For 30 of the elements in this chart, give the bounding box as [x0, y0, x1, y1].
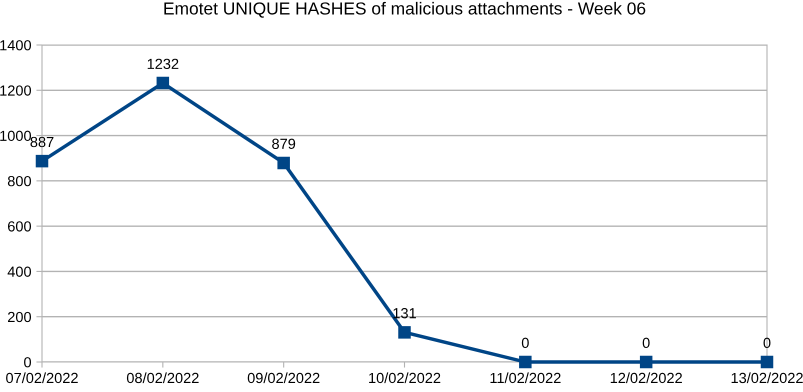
data-label: 887	[30, 136, 54, 148]
data-label: 131	[393, 308, 416, 318]
x-tick-label: 11/02/2022	[490, 372, 561, 384]
point	[398, 326, 411, 339]
y-tick-label: 200	[8, 312, 32, 322]
x-tick-label: 08/02/2022	[126, 372, 199, 384]
y-tick-label: 1400	[0, 40, 32, 50]
y-tick-label: 600	[8, 221, 32, 232]
data-label: 0	[764, 338, 770, 348]
point	[156, 76, 170, 90]
y-tick-label: 0	[24, 357, 32, 368]
chart-title: Emotet UNIQUE HASHES of malicious attachments - Week 06	[164, 2, 646, 18]
x-tick-label: 12/02/2022	[610, 372, 682, 384]
data-label: 1232	[148, 58, 178, 70]
data-label: 0	[642, 338, 650, 348]
x-tick-label: 13/02/2022	[732, 372, 803, 384]
point	[277, 156, 290, 170]
y-tick-label: 1000	[0, 130, 32, 141]
x-tick-label: 07/02/2022	[6, 372, 78, 384]
data-label: 879	[272, 138, 296, 149]
y-tick-label: 1200	[0, 85, 32, 96]
point	[36, 154, 48, 168]
point	[640, 356, 652, 368]
y-tick-label: 400	[8, 266, 32, 277]
x-tick-label: 09/02/2022	[248, 372, 320, 384]
y-tick-label: 800	[8, 176, 32, 186]
x-tick-label: 10/02/2022	[369, 372, 440, 384]
point	[519, 356, 532, 368]
point	[760, 356, 774, 368]
data-label: 0	[522, 338, 529, 348]
